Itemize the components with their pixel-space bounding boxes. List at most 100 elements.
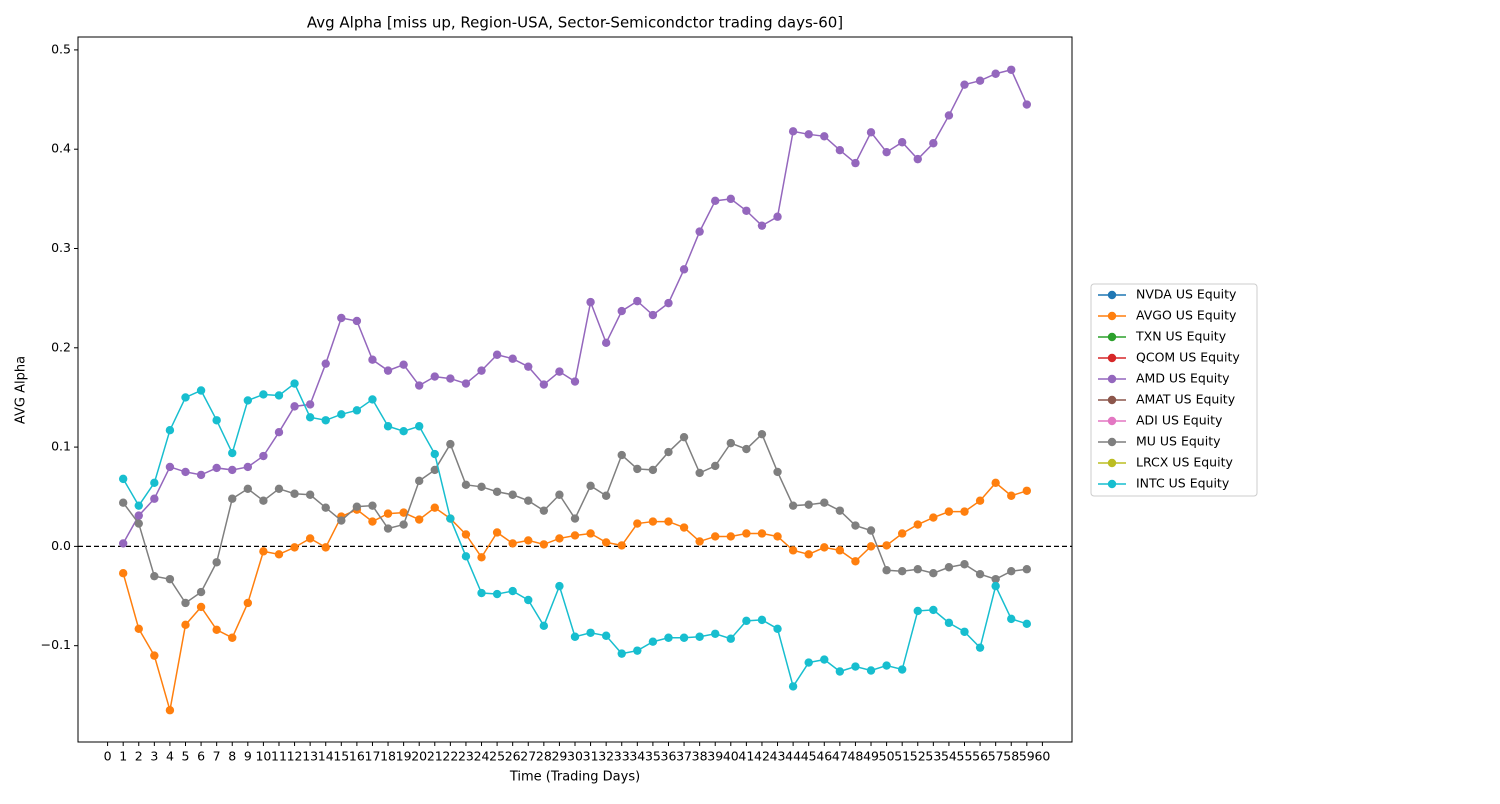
data-point bbox=[461, 379, 471, 388]
data-point bbox=[882, 147, 891, 157]
data-point bbox=[508, 539, 517, 548]
data-point bbox=[539, 380, 549, 389]
x-tick-label: 9 bbox=[244, 749, 252, 764]
data-point bbox=[882, 566, 891, 575]
legend-swatch-marker bbox=[1107, 479, 1117, 489]
x-tick-label: 26 bbox=[505, 749, 521, 764]
data-point bbox=[212, 416, 221, 425]
data-point bbox=[664, 447, 673, 457]
data-point bbox=[851, 662, 860, 671]
data-point bbox=[617, 541, 626, 550]
data-point bbox=[1007, 614, 1016, 624]
data-point bbox=[601, 338, 611, 348]
data-point bbox=[150, 571, 159, 581]
data-point bbox=[181, 620, 190, 630]
data-point bbox=[726, 634, 735, 643]
legend-label: QCOM US Equity bbox=[1136, 350, 1240, 365]
x-tick-label: 1 bbox=[119, 749, 127, 764]
data-point bbox=[944, 507, 954, 516]
data-point bbox=[913, 565, 922, 574]
data-point bbox=[337, 410, 346, 419]
data-point bbox=[477, 553, 486, 562]
data-point bbox=[383, 422, 393, 431]
x-tick-label: 28 bbox=[536, 749, 552, 764]
data-point bbox=[664, 517, 673, 526]
data-point bbox=[570, 514, 580, 523]
data-point bbox=[430, 449, 439, 459]
data-point bbox=[960, 560, 969, 569]
data-point bbox=[415, 422, 424, 431]
x-tick-label: 32 bbox=[598, 749, 614, 764]
data-point bbox=[960, 507, 969, 516]
data-point bbox=[508, 586, 517, 596]
x-tick-label: 46 bbox=[816, 749, 832, 764]
data-point bbox=[150, 478, 159, 488]
data-point bbox=[181, 467, 190, 477]
data-point bbox=[290, 543, 299, 552]
data-point bbox=[835, 546, 845, 555]
data-point bbox=[711, 629, 720, 638]
data-point bbox=[944, 111, 954, 120]
data-point bbox=[477, 482, 486, 492]
x-tick-label: 41 bbox=[738, 749, 754, 764]
data-point bbox=[337, 516, 346, 525]
data-point bbox=[134, 519, 143, 528]
data-point bbox=[820, 498, 829, 507]
data-point bbox=[352, 406, 362, 415]
data-point bbox=[897, 567, 907, 576]
x-tick-label: 21 bbox=[427, 749, 443, 764]
data-point bbox=[461, 480, 471, 490]
data-point bbox=[181, 393, 190, 402]
legend-label: TXN US Equity bbox=[1135, 329, 1227, 344]
legend-swatch-marker bbox=[1107, 353, 1117, 363]
data-point bbox=[944, 563, 954, 572]
x-tick-label: 4 bbox=[166, 749, 174, 764]
data-point bbox=[804, 550, 813, 559]
x-tick-label: 20 bbox=[411, 749, 427, 764]
data-point bbox=[321, 543, 330, 552]
data-point bbox=[913, 154, 922, 164]
data-point bbox=[274, 427, 284, 437]
data-point bbox=[165, 462, 175, 472]
x-tick-label: 50 bbox=[879, 749, 895, 764]
y-axis-label: AVG Alpha bbox=[14, 356, 29, 424]
data-point bbox=[305, 490, 315, 499]
data-point bbox=[165, 426, 175, 435]
data-point bbox=[383, 509, 393, 518]
data-point bbox=[820, 543, 829, 552]
data-point bbox=[555, 581, 564, 591]
legend-label: ADI US Equity bbox=[1136, 413, 1223, 428]
x-tick-label: 5 bbox=[182, 749, 190, 764]
data-point bbox=[726, 194, 735, 204]
data-point bbox=[352, 316, 362, 326]
data-point bbox=[835, 506, 845, 515]
data-point bbox=[228, 494, 237, 503]
data-point bbox=[975, 496, 985, 505]
data-point bbox=[430, 503, 439, 512]
legend-label: LRCX US Equity bbox=[1136, 455, 1233, 470]
data-point bbox=[617, 306, 626, 316]
x-tick-label: 40 bbox=[723, 749, 739, 764]
data-point bbox=[648, 517, 658, 526]
x-tick-label: 16 bbox=[349, 749, 365, 764]
data-point bbox=[586, 529, 595, 538]
data-point bbox=[1007, 491, 1016, 500]
x-tick-label: 8 bbox=[228, 749, 236, 764]
data-point bbox=[383, 366, 393, 375]
legend-label: INTC US Equity bbox=[1136, 476, 1230, 491]
y-tick-label: 0.4 bbox=[51, 141, 71, 156]
x-tick-label: 47 bbox=[832, 749, 848, 764]
x-tick-label: 7 bbox=[213, 749, 221, 764]
y-tick-label: −0.1 bbox=[41, 637, 71, 652]
data-point bbox=[1022, 565, 1032, 574]
legend-swatch-marker bbox=[1107, 311, 1117, 321]
y-tick-label: 0.2 bbox=[51, 339, 71, 354]
legend-label: AMAT US Equity bbox=[1136, 392, 1236, 407]
x-tick-label: 24 bbox=[474, 749, 490, 764]
data-point bbox=[383, 524, 393, 533]
x-axis-label: Time (Trading Days) bbox=[509, 770, 640, 785]
data-point bbox=[586, 481, 595, 491]
data-point bbox=[835, 667, 845, 676]
x-tick-label: 31 bbox=[583, 749, 599, 764]
